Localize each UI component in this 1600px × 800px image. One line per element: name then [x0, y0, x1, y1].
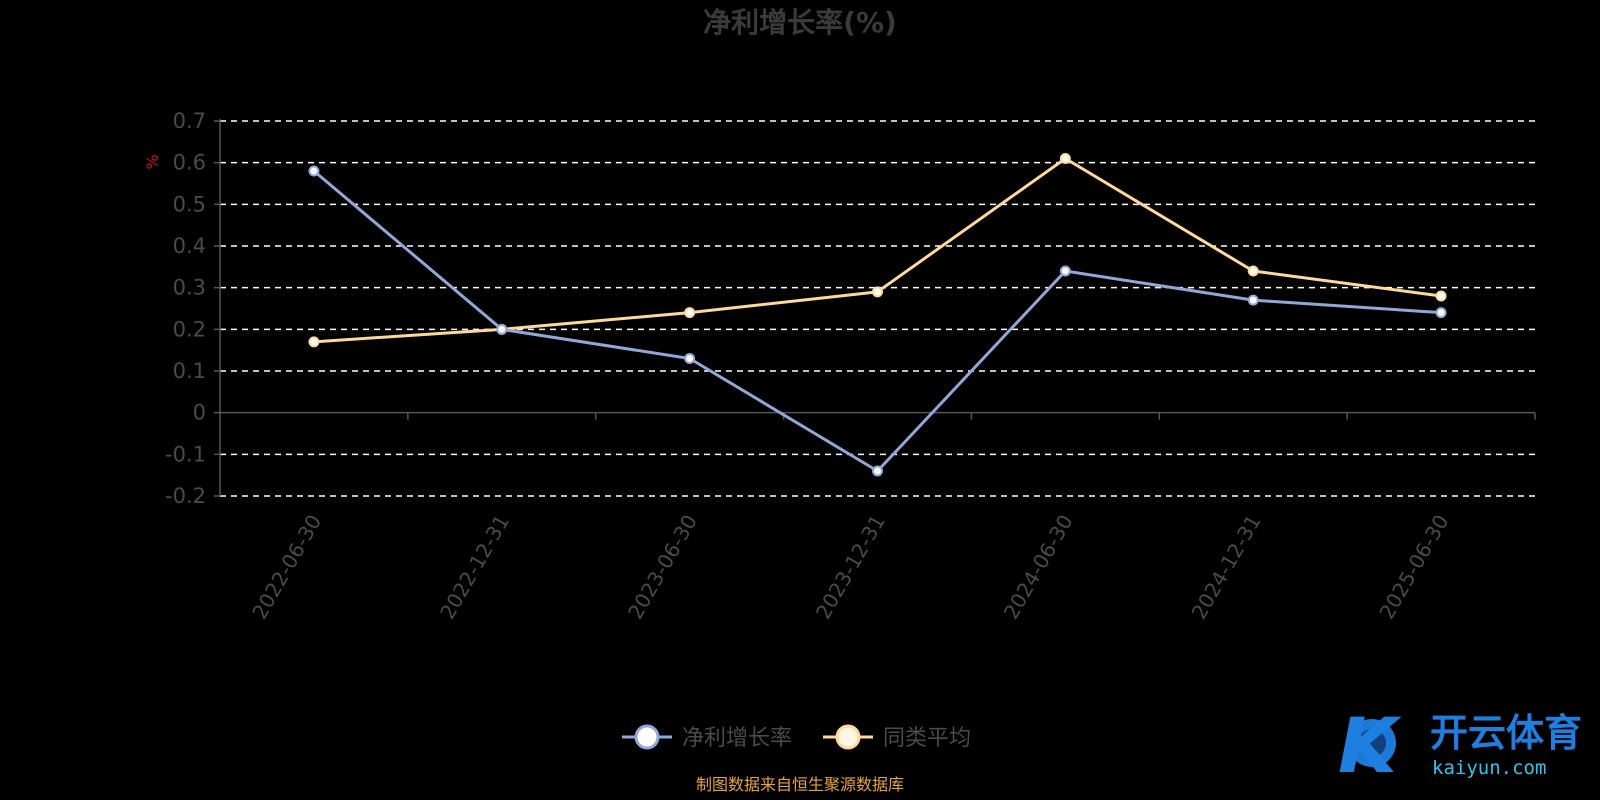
- legend-marker-icon: [634, 724, 660, 750]
- chart-title: 净利增长率(%): [703, 6, 897, 39]
- data-source-note: 制图数据来自恒生聚源数据库: [696, 775, 904, 794]
- data-point[interactable]: [1247, 265, 1259, 277]
- y-tick-label: 0.5: [173, 192, 206, 216]
- data-point[interactable]: [1059, 153, 1071, 164]
- y-axis-unit-label: %: [143, 154, 162, 169]
- y-tick-label: -0.2: [165, 484, 206, 508]
- data-point[interactable]: [872, 465, 883, 477]
- x-tick-label: 2024-06-30: [999, 511, 1078, 624]
- y-tick-label: 0.7: [173, 109, 206, 133]
- y-tick-label: 0.6: [173, 151, 206, 175]
- legend-item-primary[interactable]: 净利增长率: [622, 724, 792, 751]
- data-point[interactable]: [1435, 290, 1447, 302]
- series-line: [312, 169, 1442, 473]
- y-tick-label: 0: [193, 401, 206, 425]
- data-point[interactable]: [1435, 307, 1447, 319]
- x-tick-label: 2022-06-30: [247, 511, 326, 624]
- legend-label: 同类平均: [883, 726, 971, 751]
- x-tick-label: 2025-06-30: [1374, 511, 1453, 624]
- series-primary: [308, 165, 1447, 477]
- grid-lines: [220, 120, 1535, 497]
- logo-english-text: kaiyun.com: [1432, 757, 1546, 779]
- legend[interactable]: 净利增长率 同类平均: [622, 724, 971, 751]
- data-point[interactable]: [872, 286, 883, 298]
- y-tick-label: 0.1: [173, 359, 206, 383]
- data-point[interactable]: [308, 165, 320, 177]
- data-point[interactable]: [1059, 265, 1071, 277]
- series-lines: [308, 153, 1447, 477]
- data-point[interactable]: [684, 353, 696, 364]
- x-tick-label: 2024-12-31: [1187, 511, 1266, 624]
- kaiyun-logo: K 开云体育 kaiyun.com: [1338, 701, 1582, 790]
- y-tick-label: 0.4: [173, 234, 206, 258]
- legend-marker-icon: [835, 724, 861, 750]
- series-average: [308, 153, 1447, 348]
- x-tick-label: 2023-12-31: [811, 511, 890, 624]
- x-tick-labels: 2022-06-30 2022-12-31 2023-06-30 2023-12-31…: [247, 511, 1453, 624]
- legend-label: 净利增长率: [682, 726, 792, 751]
- x-tick-label: 2022-12-31: [435, 511, 514, 624]
- x-tick-label: 2023-06-30: [623, 511, 702, 624]
- data-point[interactable]: [684, 307, 696, 319]
- y-tick-labels: 0.7 0.6 0.5 0.4 0.3 0.2 0.1 0 -0.1 -0.2: [165, 109, 206, 508]
- data-point[interactable]: [496, 323, 508, 335]
- logo-chinese-text: 开云体育: [1430, 711, 1582, 755]
- legend-item-average[interactable]: 同类平均: [823, 724, 971, 751]
- logo-mark: K: [1338, 701, 1402, 790]
- axes: [214, 119, 1536, 497]
- data-point[interactable]: [1247, 294, 1259, 306]
- y-tick-label: 0.2: [173, 317, 206, 341]
- y-tick-label: -0.1: [165, 442, 206, 466]
- y-tick-label: 0.3: [173, 276, 206, 300]
- data-point[interactable]: [308, 336, 320, 348]
